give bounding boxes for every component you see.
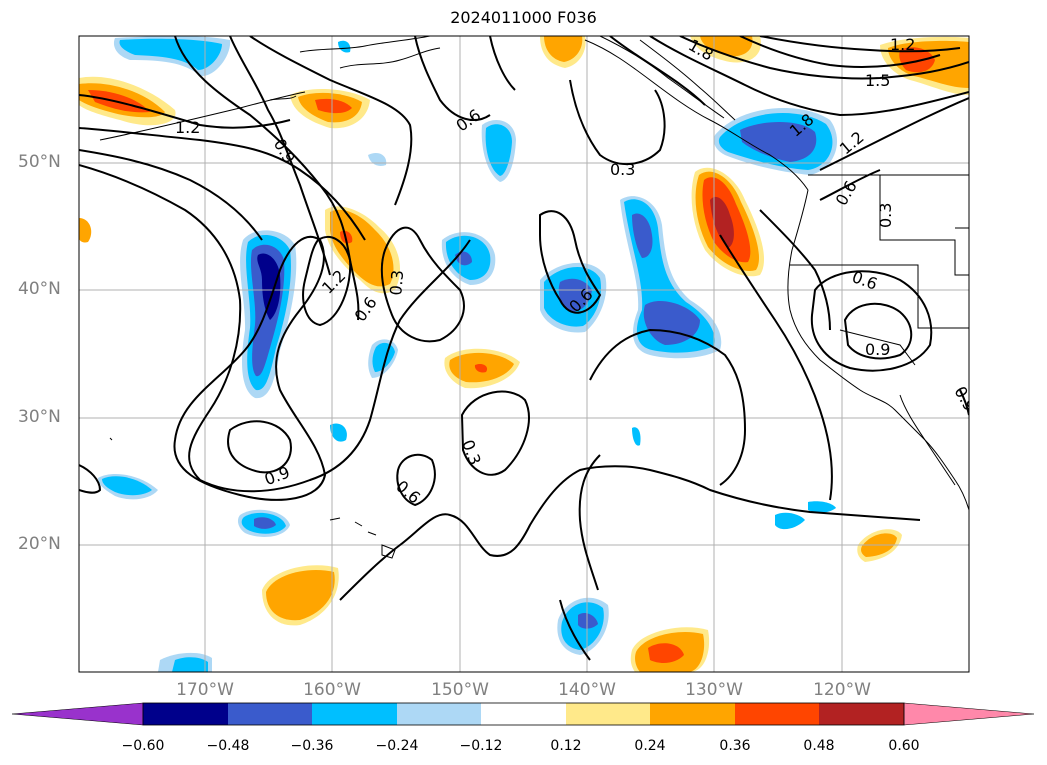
colorbar-bin: [312, 703, 397, 725]
map-title: 2024011000 F036: [450, 8, 597, 27]
colorbar-bin: [735, 703, 820, 725]
lon-label: 130°W: [685, 680, 743, 700]
colorbar: [11, 702, 1035, 726]
colorbar-bin: [819, 703, 904, 725]
colorbar-bin: [650, 703, 735, 725]
lon-label: 150°W: [431, 680, 489, 700]
colorbar-tick-label: 0.60: [888, 738, 920, 754]
colorbar-bin: [228, 703, 313, 725]
colorbar-extend-low: [11, 702, 144, 726]
colorbar-bin: [481, 703, 566, 725]
graticule: [79, 36, 969, 672]
lat-label: 50°N: [18, 152, 61, 172]
colorbar-tick-label: −0.48: [206, 738, 250, 754]
lon-label: 120°W: [813, 680, 871, 700]
lon-label: 170°W: [176, 680, 234, 700]
colorbar-bin: [397, 703, 481, 725]
colorbar-bin: [566, 703, 651, 725]
contour-label: 1.5: [865, 71, 890, 90]
lat-label: 20°N: [18, 534, 61, 554]
lat-label: 40°N: [18, 279, 61, 299]
colorbar-tick-label: 0.48: [803, 738, 835, 754]
colorbar-tick-label: 0.36: [719, 738, 751, 754]
contour-lines: [79, 36, 969, 661]
contour-label: 0.9: [865, 340, 890, 359]
lon-label: 140°W: [558, 680, 616, 700]
contour-label: 0.3: [610, 160, 635, 179]
contour-label: 1.2: [175, 118, 200, 137]
colorbar-extend-high: [903, 702, 1035, 726]
colorbar-tick-label: −0.12: [459, 738, 503, 754]
lon-label: 160°W: [303, 680, 361, 700]
map-frame: [78, 35, 970, 673]
coastlines: [99, 36, 969, 559]
lat-label: 30°N: [18, 407, 61, 427]
colorbar-tick-label: −0.60: [121, 738, 165, 754]
contour-label: 0.3: [386, 269, 407, 296]
colorbar-tick-label: −0.24: [375, 738, 419, 754]
colorbar-tick-label: 0.24: [634, 738, 666, 754]
contour-label: 0.3: [876, 203, 895, 228]
colorbar-tick-label: 0.12: [550, 738, 582, 754]
contour-label: 1.2: [890, 35, 915, 54]
shading-layer: [79, 36, 969, 672]
colorbar-bin: [143, 703, 228, 725]
colorbar-tick-label: −0.36: [290, 738, 334, 754]
